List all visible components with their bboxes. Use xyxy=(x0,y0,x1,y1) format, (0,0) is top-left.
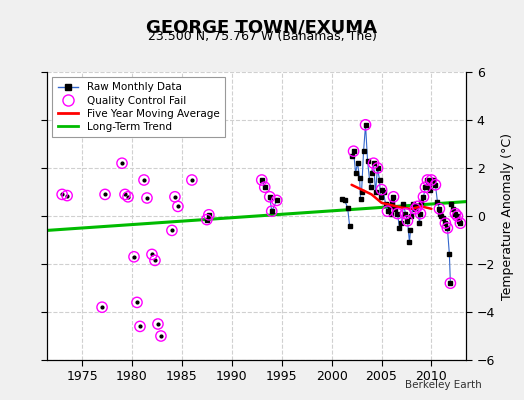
Point xyxy=(427,177,435,183)
Point xyxy=(441,220,450,226)
Point xyxy=(58,191,67,198)
Point xyxy=(136,323,144,330)
Point xyxy=(151,257,159,264)
Point xyxy=(98,304,106,310)
Text: Berkeley Earth: Berkeley Earth xyxy=(406,380,482,390)
Point xyxy=(403,218,412,224)
Point xyxy=(258,177,266,183)
Point xyxy=(413,203,422,210)
Point xyxy=(373,165,381,171)
Point xyxy=(63,192,71,199)
Point xyxy=(350,148,358,154)
Point xyxy=(451,210,460,217)
Point xyxy=(453,213,462,219)
Point xyxy=(260,184,269,190)
Point xyxy=(268,208,276,214)
Point xyxy=(384,208,392,214)
Point xyxy=(148,251,156,258)
Point xyxy=(389,194,398,200)
Point xyxy=(411,206,420,212)
Point xyxy=(121,191,129,198)
Point xyxy=(362,122,370,128)
Legend: Raw Monthly Data, Quality Control Fail, Five Year Moving Average, Long-Term Tren: Raw Monthly Data, Quality Control Fail, … xyxy=(52,77,225,137)
Text: GEORGE TOWN/EXUMA: GEORGE TOWN/EXUMA xyxy=(147,18,377,36)
Point xyxy=(456,220,465,226)
Y-axis label: Temperature Anomaly (°C): Temperature Anomaly (°C) xyxy=(501,132,514,300)
Point xyxy=(423,177,432,183)
Point xyxy=(266,194,274,200)
Point xyxy=(174,203,182,210)
Point xyxy=(143,195,151,201)
Point xyxy=(203,216,211,223)
Point xyxy=(118,160,126,166)
Point xyxy=(446,280,455,286)
Point xyxy=(133,299,141,306)
Point xyxy=(377,186,386,193)
Point xyxy=(431,182,440,188)
Point xyxy=(168,227,176,234)
Point xyxy=(140,177,148,183)
Point xyxy=(157,333,165,339)
Point xyxy=(124,194,132,200)
Point xyxy=(416,210,424,217)
Point xyxy=(435,206,444,212)
Point xyxy=(272,197,281,204)
Point xyxy=(443,225,452,231)
Point xyxy=(394,210,402,217)
Point xyxy=(369,160,378,166)
Point xyxy=(188,177,196,183)
Point xyxy=(101,191,109,198)
Point xyxy=(421,184,430,190)
Point xyxy=(205,212,213,218)
Point xyxy=(401,210,410,217)
Text: 23.500 N, 75.767 W (Bahamas, The): 23.500 N, 75.767 W (Bahamas, The) xyxy=(148,30,376,43)
Point xyxy=(171,194,179,200)
Point xyxy=(154,321,162,327)
Point xyxy=(130,254,138,260)
Point xyxy=(419,194,428,200)
